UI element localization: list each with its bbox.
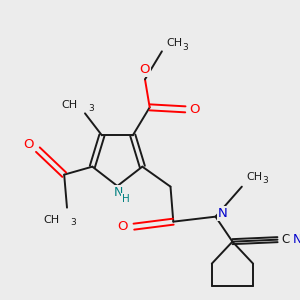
Text: C: C — [281, 233, 290, 246]
Text: 3: 3 — [88, 104, 94, 113]
Text: N: N — [218, 207, 228, 220]
Text: CH: CH — [61, 100, 77, 110]
Text: 3: 3 — [262, 176, 268, 185]
Text: O: O — [23, 138, 34, 151]
Text: O: O — [140, 63, 150, 76]
Text: 3: 3 — [182, 43, 188, 52]
Text: O: O — [190, 103, 200, 116]
Text: CH: CH — [167, 38, 183, 48]
Text: CH: CH — [44, 215, 59, 225]
Text: O: O — [117, 220, 128, 233]
Text: H: H — [122, 194, 130, 204]
Text: CH: CH — [247, 172, 263, 182]
Text: N: N — [292, 233, 300, 246]
Text: 3: 3 — [70, 218, 76, 227]
Text: N: N — [114, 187, 123, 200]
